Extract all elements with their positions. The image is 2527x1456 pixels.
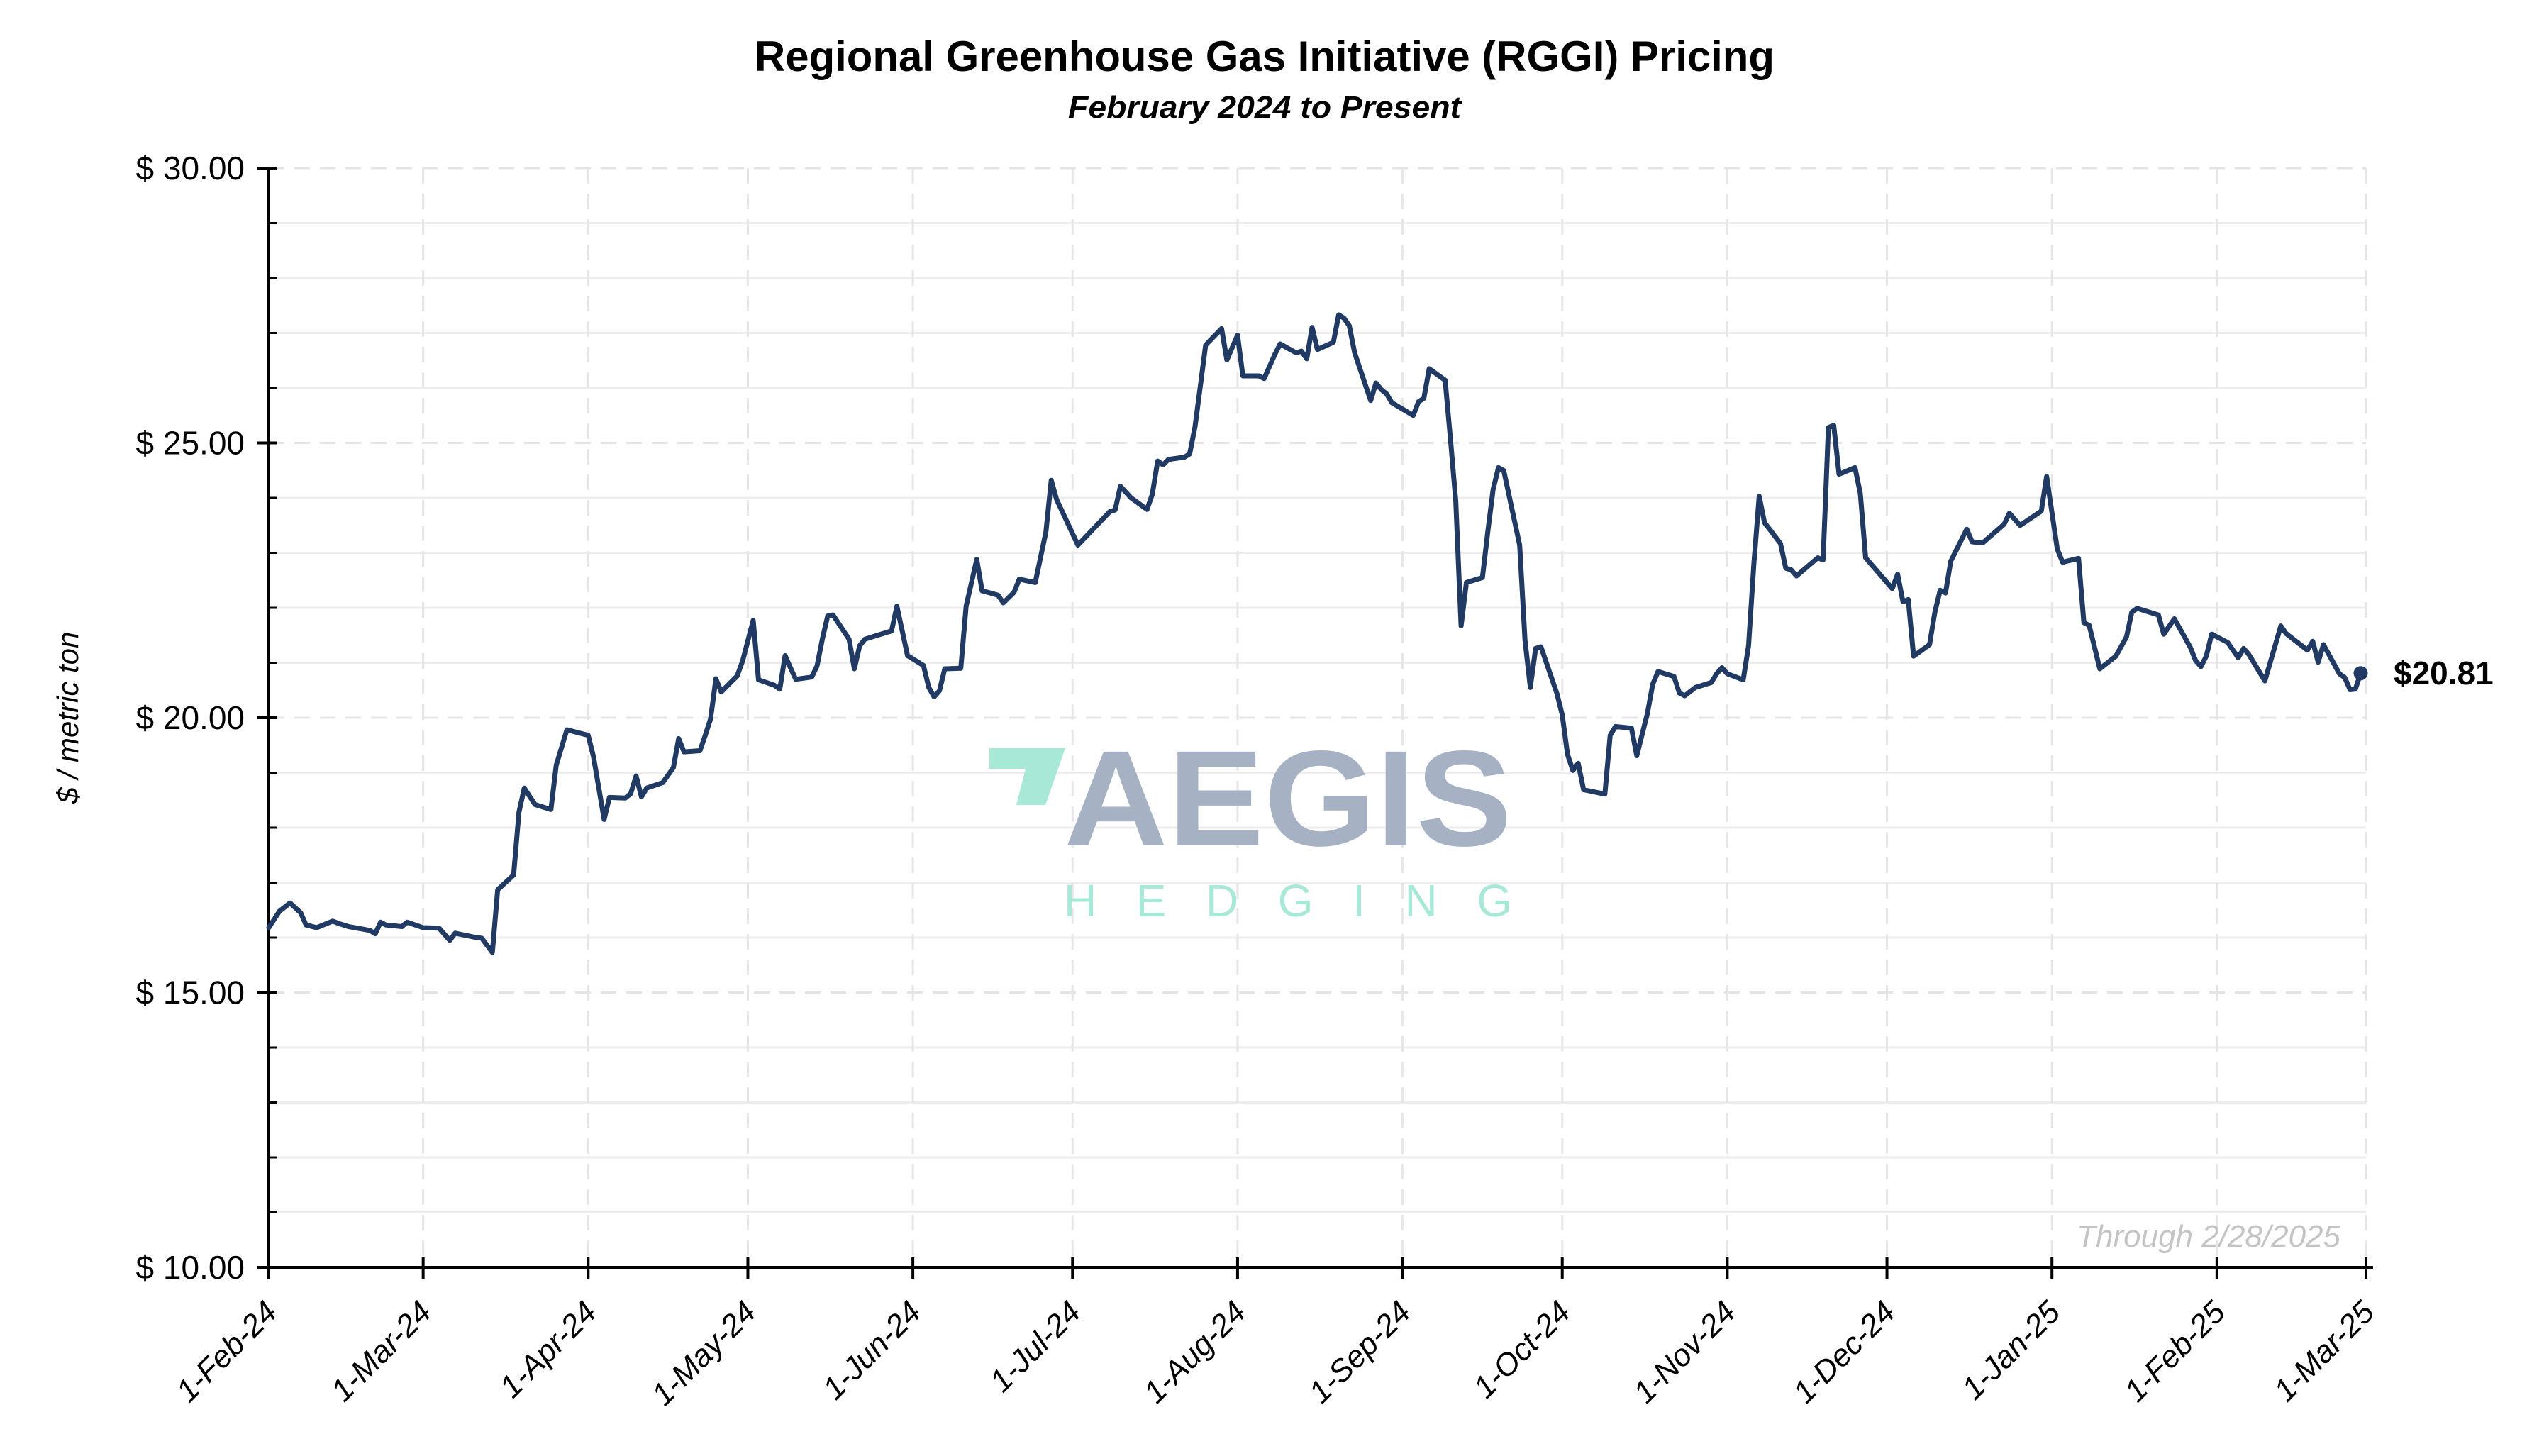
y-tick-label: $ 10.00 <box>136 1249 245 1286</box>
chart-title: Regional Greenhouse Gas Initiative (RGGI… <box>755 33 1775 80</box>
x-tick-label: 1-Dec-24 <box>1787 1294 1902 1410</box>
y-tick-label: $ 30.00 <box>136 150 245 187</box>
through-date-annotation: Through 2/28/2025 <box>2077 1219 2340 1254</box>
x-tick-label: 1-Jul-24 <box>983 1294 1087 1399</box>
price-line <box>266 312 2363 955</box>
watermark-brand: AEGIS <box>1064 722 1512 874</box>
x-tick-label: 1-Oct-24 <box>1467 1294 1577 1405</box>
grid <box>269 167 2367 1267</box>
x-tick-label: 1-May-24 <box>645 1294 762 1412</box>
last-value-label: $20.81 <box>2394 655 2494 691</box>
x-tick-label: 1-Nov-24 <box>1627 1294 1743 1410</box>
y-tick-label: $ 25.00 <box>136 425 245 462</box>
x-tick-label: 1-Mar-24 <box>324 1294 438 1408</box>
x-tick-label: 1-Jun-24 <box>816 1294 928 1406</box>
y-tick-label: $ 15.00 <box>136 974 245 1011</box>
x-tick-label: 1-Aug-24 <box>1137 1294 1253 1410</box>
aegis-logo-mark-icon <box>989 748 1065 805</box>
aegis-hedging-watermark: AEGIS HEDGING <box>989 722 1512 926</box>
x-tick-label: 1-Feb-25 <box>2118 1294 2232 1408</box>
x-tick-label: 1-Apr-24 <box>493 1294 603 1404</box>
x-tick-label: 1-Jan-25 <box>1955 1294 2067 1406</box>
y-axis-label: $ / metric ton <box>51 632 84 805</box>
last-value-marker <box>2353 666 2368 681</box>
series <box>266 312 2368 955</box>
x-tick-label: 1-Feb-24 <box>170 1294 284 1408</box>
x-tick-label: 1-Sep-24 <box>1302 1294 1418 1410</box>
x-tick-label: 1-Mar-25 <box>2267 1294 2382 1408</box>
watermark-tagline: HEDGING <box>1064 875 1512 926</box>
chart-subtitle: February 2024 to Present <box>1068 90 1462 125</box>
y-tick-label: $ 20.00 <box>136 699 245 736</box>
